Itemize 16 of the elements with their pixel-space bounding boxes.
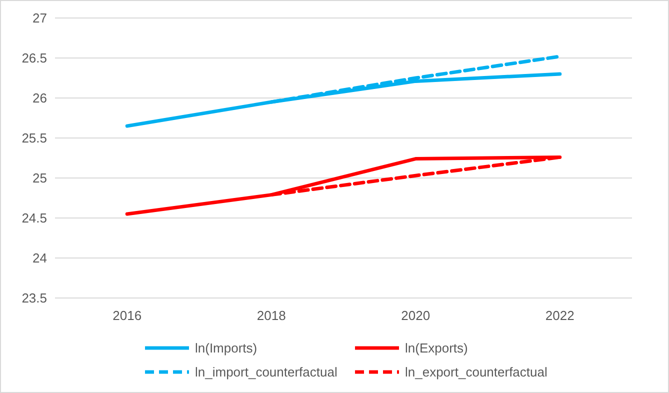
x-tick-label: 2022 <box>545 308 574 323</box>
legend-label: ln(Imports) <box>195 340 258 356</box>
y-tick-label: 25.5 <box>22 130 47 146</box>
x-tick-label: 2018 <box>256 308 286 323</box>
legend-label: ln_export_counterfactual <box>405 364 548 380</box>
y-tick-label: 24 <box>32 250 47 266</box>
y-tick-label: 26 <box>32 90 47 106</box>
y-tick-label: 24.5 <box>22 210 47 226</box>
y-tick-label: 27 <box>32 10 47 26</box>
y-tick-label: 25 <box>32 170 47 186</box>
x-tick-label: 2020 <box>401 308 430 323</box>
legend-label: ln(Exports) <box>405 340 468 356</box>
y-tick-label: 26.5 <box>22 50 47 66</box>
y-tick-label: 23.5 <box>22 290 47 306</box>
legend-label: ln_import_counterfactual <box>195 364 338 380</box>
x-tick-label: 2016 <box>112 308 142 323</box>
